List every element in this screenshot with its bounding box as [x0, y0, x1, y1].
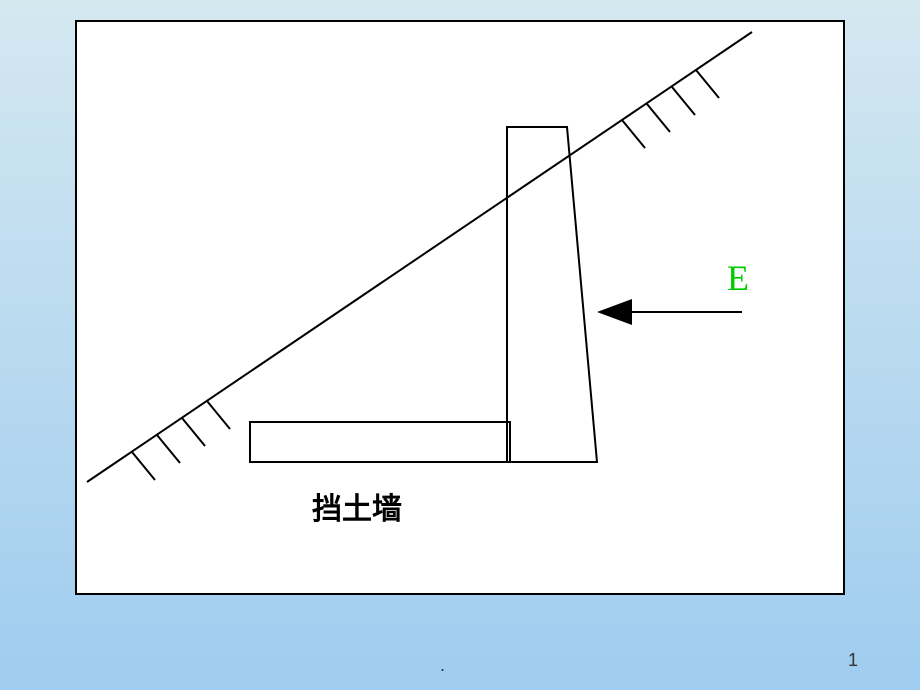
force-arrow — [597, 299, 742, 325]
page-number: 1 — [848, 650, 858, 671]
foundation-platform — [250, 422, 510, 462]
engineering-diagram — [77, 22, 847, 597]
diagram-frame: 挡土墙 E — [75, 20, 845, 595]
wall-label: 挡土墙 — [312, 484, 402, 528]
page-dot: . — [440, 655, 445, 676]
retaining-wall — [507, 127, 597, 462]
slope-line — [87, 32, 752, 482]
force-label: E — [727, 257, 749, 299]
